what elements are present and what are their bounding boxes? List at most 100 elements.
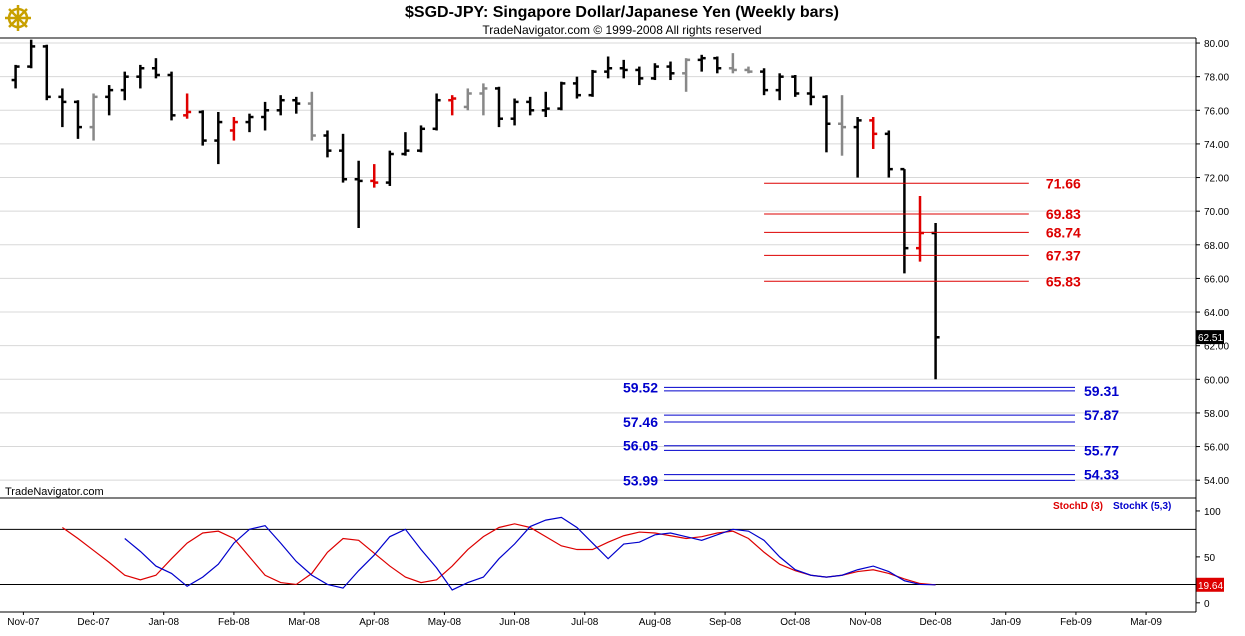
ohlc-bar — [791, 74, 800, 97]
ohlc-bar — [526, 96, 535, 116]
ohlc-bar — [11, 64, 20, 89]
price-tick-label: 56.00 — [1204, 443, 1229, 454]
support-label-left: 53.99 — [623, 472, 658, 488]
ohlc-bar — [479, 83, 488, 116]
x-tick-label: Mar-08 — [288, 617, 320, 628]
ohlc-bar — [198, 110, 207, 146]
stoch-tick-label: 50 — [1204, 553, 1216, 564]
x-tick-label: Feb-09 — [1060, 617, 1092, 628]
ohlc-bar — [307, 91, 316, 141]
ohlc-bar — [73, 100, 82, 139]
ohlc-bar — [292, 96, 301, 114]
ohlc-bar — [728, 53, 737, 74]
ohlc-bar — [214, 111, 223, 165]
price-tick-label: 68.00 — [1204, 241, 1229, 252]
resistance-label: 71.66 — [1046, 175, 1081, 191]
ohlc-bar — [510, 98, 519, 126]
ohlc-bar — [42, 44, 51, 101]
ohlc-bar — [370, 164, 379, 188]
ohlc-bar — [245, 113, 254, 133]
ohlc-bar — [136, 64, 145, 89]
ohlc-bar — [619, 59, 628, 79]
support-label-left: 57.46 — [623, 414, 658, 430]
stoch-reference-lines — [0, 528, 1196, 585]
resistance-label: 68.74 — [1046, 224, 1081, 240]
chart-title: $SGD-JPY: Singapore Dollar/Japanese Yen … — [405, 4, 839, 21]
ohlc-bar — [916, 196, 924, 262]
x-tick-label: Apr-08 — [359, 617, 389, 628]
ohlc-bar — [666, 61, 675, 81]
price-gridlines — [0, 42, 1196, 481]
x-axis: Nov-07 Dec-07 Jan-08 Feb-08 Mar-08 Apr-08 May-… — [0, 611, 1196, 628]
ohlc-bar — [27, 39, 36, 69]
price-tick-label: 58.00 — [1204, 409, 1229, 420]
stoch-tick-label: 100 — [1204, 507, 1221, 518]
panel-frames — [0, 37, 1197, 612]
current-price-label: 62.51 — [1198, 333, 1223, 344]
price-bars — [11, 39, 940, 380]
current-stoch-badge: 19.64 — [1196, 577, 1224, 592]
ohlc-bar — [276, 95, 285, 116]
x-tick-label: Nov-07 — [7, 617, 40, 628]
ohlc-bar — [650, 63, 659, 81]
x-tick-label: Mar-09 — [1130, 617, 1162, 628]
x-tick-label: Jul-08 — [571, 617, 599, 628]
ohlc-bar — [463, 88, 472, 111]
price-tick-label: 66.00 — [1204, 274, 1229, 285]
ohlc-bar — [635, 66, 644, 86]
price-tick-label: 62.00 — [1204, 342, 1229, 353]
ohlc-bar — [120, 71, 129, 101]
ohlc-bar — [713, 56, 722, 74]
ohlc-bar — [884, 130, 893, 178]
ohlc-bar — [900, 167, 909, 274]
chart-subtitle: TradeNavigator.com © 1999-2008 All right… — [482, 23, 761, 37]
ohlc-bar — [494, 86, 503, 128]
stoch-legend: StochD (3) StochK (5,3) — [1053, 501, 1171, 512]
price-panel: 71.66 69.83 68.74 67.37 65.83 59.52 59.31 57.4… — [0, 39, 1229, 498]
stoch-line-k — [124, 516, 936, 591]
stoch-line-d — [62, 523, 936, 586]
ohlc-bar — [744, 66, 753, 74]
x-tick-label: Dec-07 — [77, 617, 110, 628]
ohlc-bar — [448, 95, 457, 116]
x-tick-label: Sep-08 — [709, 617, 742, 628]
ohlc-bar — [931, 222, 940, 380]
resistance-label: 65.83 — [1046, 273, 1081, 289]
x-tick-label: Jan-09 — [990, 617, 1021, 628]
price-tick-label: 80.00 — [1204, 39, 1229, 50]
x-tick-label: Aug-08 — [639, 617, 672, 628]
watermark: TradeNavigator.com — [5, 486, 104, 498]
legend-stoch-d: StochD (3) — [1053, 501, 1103, 512]
support-label-right: 54.33 — [1084, 467, 1119, 483]
price-y-axis: 54.00 56.00 58.00 60.00 62.00 64.00 66.00 68.00… — [1196, 39, 1229, 487]
x-tick-label: Dec-08 — [919, 617, 952, 628]
ohlc-bar — [261, 101, 270, 131]
ohlc-bar — [838, 95, 847, 156]
ohlc-bar — [167, 71, 176, 121]
x-tick-label: Feb-08 — [218, 617, 250, 628]
ohlc-bar — [775, 73, 784, 101]
ohlc-bar — [760, 68, 769, 96]
x-tick-label: Oct-08 — [780, 617, 810, 628]
price-tick-label: 78.00 — [1204, 73, 1229, 84]
stoch-series — [62, 516, 936, 591]
ohlc-bar — [697, 54, 706, 72]
ohlc-bar — [869, 117, 878, 149]
ohlc-bar — [58, 88, 67, 128]
price-tick-label: 76.00 — [1204, 106, 1229, 117]
price-tick-label: 60.00 — [1204, 375, 1229, 386]
current-price-box — [1196, 330, 1224, 345]
support-label-right: 57.87 — [1084, 407, 1119, 423]
logo — [5, 5, 31, 31]
ship-wheel-icon — [5, 5, 31, 31]
ohlc-bar — [183, 93, 192, 119]
support-label-left: 59.52 — [623, 379, 658, 395]
stochastic-panel: 0 50 100 19.64 StochD (3) StochK (5,3) — [0, 501, 1224, 610]
ohlc-bar — [385, 150, 394, 186]
ohlc-bar — [806, 76, 815, 106]
ohlc-bar — [822, 95, 831, 153]
stoch-y-axis: 0 50 100 19.64 — [1196, 507, 1224, 610]
support-label-left: 56.05 — [623, 438, 658, 454]
